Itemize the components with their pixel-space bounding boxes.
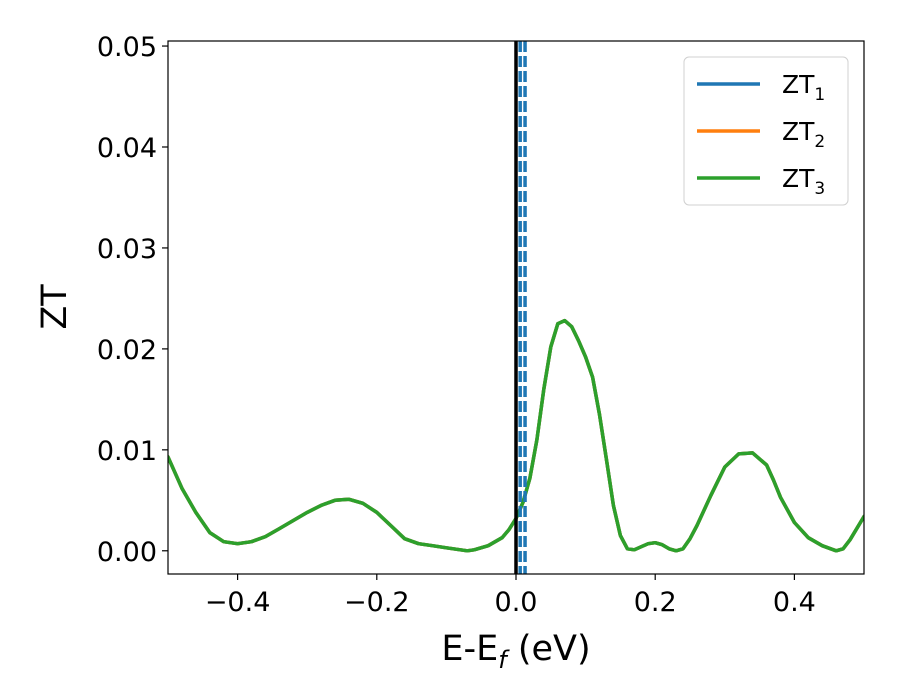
legend-box bbox=[683, 56, 849, 206]
y-tick-label: 0.04 bbox=[97, 133, 157, 164]
x-tick-label: 0.2 bbox=[634, 587, 677, 618]
legend-label-zt1: ZT1 bbox=[782, 70, 825, 105]
y-tick-label: 0.01 bbox=[97, 436, 157, 467]
series-line-zt3 bbox=[168, 318, 864, 553]
legend-label-zt3: ZT3 bbox=[782, 164, 825, 199]
x-tick-label: 0.0 bbox=[495, 587, 538, 618]
plot-area bbox=[168, 41, 864, 574]
x-axis-label-unit: (eV) bbox=[507, 629, 591, 669]
x-tick-label: 0.4 bbox=[773, 587, 816, 618]
legend-label-zt2: ZT2 bbox=[782, 117, 825, 152]
x-tick-label: −0.4 bbox=[205, 587, 271, 618]
y-axis-label: ZT bbox=[35, 284, 75, 330]
legend: ZT1 ZT2 ZT3 bbox=[683, 56, 849, 206]
y-tick-label: 0.05 bbox=[97, 32, 157, 63]
x-axis-label: E-Ef (eV) bbox=[441, 629, 590, 674]
y-axis: 0.00 0.01 0.02 0.03 0.04 0.05 bbox=[97, 32, 168, 568]
y-tick-label: 0.03 bbox=[97, 234, 157, 265]
y-tick-label: 0.02 bbox=[97, 335, 157, 366]
y-tick-label: 0.00 bbox=[97, 537, 157, 568]
x-tick-label: −0.2 bbox=[344, 587, 410, 618]
x-axis: −0.4 −0.2 0.0 0.2 0.4 bbox=[205, 574, 816, 618]
